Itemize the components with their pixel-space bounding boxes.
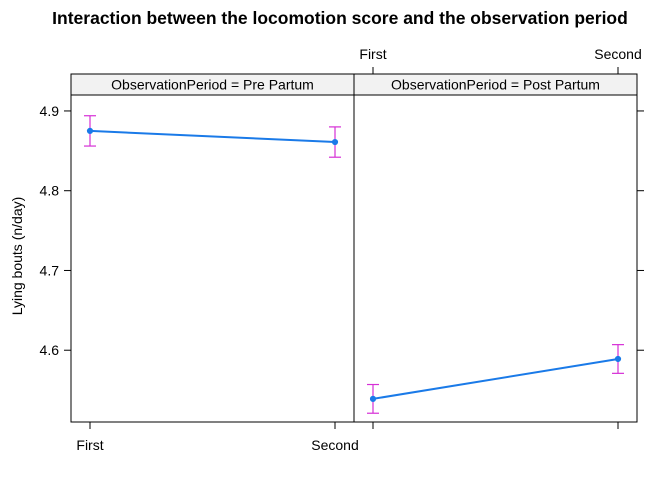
y-tick-label-0: 4.6	[40, 342, 60, 358]
y-tick-label-2: 4.8	[40, 183, 60, 199]
data-point-2-first	[369, 395, 377, 402]
x-tick-label-bottom-second: Second	[311, 437, 358, 453]
chart-title: Interaction between the locomotion score…	[52, 8, 628, 28]
strip-label-2: ObservationPeriod = Post Partum	[391, 77, 600, 93]
data-point-1-second	[331, 138, 339, 146]
y-tick-label-1: 4.7	[40, 262, 60, 278]
x-tick-label-bottom-first: First	[76, 437, 103, 453]
data-point-2-second	[614, 355, 622, 363]
series-line-1	[89, 129, 336, 144]
y-tick-label-3: 4.9	[40, 103, 60, 119]
panels-layer: ObservationPeriod = Pre Partum First Secon…	[40, 46, 644, 453]
data-point-1-first	[86, 127, 94, 134]
series-line-2	[372, 358, 619, 400]
panel-border-2	[353, 73, 638, 423]
panel-border-1	[70, 73, 355, 423]
strip-2	[353, 73, 638, 96]
y-axis-label: Lying bouts (n/day)	[9, 197, 25, 316]
x-tick-label-top-second: Second	[594, 46, 641, 62]
strip-label-1: ObservationPeriod = Pre Partum	[111, 77, 314, 93]
x-tick-label-top-first: First	[359, 46, 386, 62]
